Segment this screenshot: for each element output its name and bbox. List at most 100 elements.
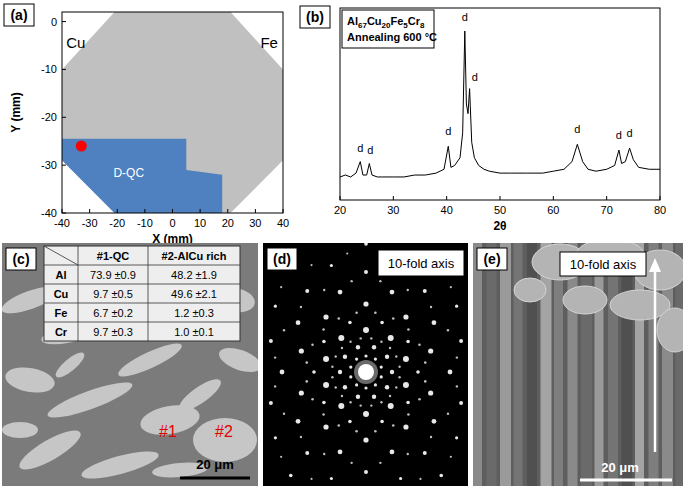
- diffraction-spot: [310, 478, 312, 480]
- title-part: Fe: [390, 15, 403, 27]
- diffraction-spot: [428, 348, 433, 353]
- x-tick: [62, 209, 63, 213]
- diffraction-spot: [455, 436, 458, 439]
- diffraction-spot: [398, 365, 400, 367]
- table-cell: 73.9 ±0.9: [90, 269, 136, 281]
- annotation: Fe: [260, 34, 278, 51]
- diffraction-spot: [423, 451, 427, 455]
- diffraction-spot: [372, 345, 376, 349]
- panel-label: (a): [4, 4, 34, 26]
- x-tick-label: -10: [137, 217, 153, 229]
- diffraction-spot: [300, 306, 302, 308]
- panel-label-text: (c): [12, 251, 29, 267]
- scale-bar: [180, 477, 250, 480]
- diffraction-spot: [364, 270, 368, 274]
- peak-label: d: [616, 129, 622, 141]
- column-stripe: [487, 243, 497, 486]
- title-part: 8: [420, 21, 425, 30]
- diffraction-spot: [330, 477, 333, 480]
- region: [62, 12, 283, 213]
- diffraction-spot: [430, 306, 432, 308]
- diffraction-spot: [305, 361, 308, 364]
- diffraction-spot: [364, 386, 367, 389]
- panel-label-box: [477, 248, 507, 270]
- diffraction-spot: [274, 436, 277, 439]
- y-tick-label: -20: [41, 111, 57, 123]
- x-tick: [660, 196, 661, 200]
- x-tick-label: 80: [654, 204, 666, 216]
- title-part: Cu: [367, 15, 382, 27]
- diffraction-spot: [274, 356, 276, 358]
- diffraction-spot: [407, 453, 409, 455]
- diffraction-spot: [283, 413, 285, 415]
- diffraction-spot: [372, 395, 376, 399]
- scatter-point: [76, 141, 87, 152]
- diffraction-spot: [299, 348, 304, 353]
- x-tick: [172, 209, 173, 213]
- diffraction-spot: [380, 365, 383, 368]
- x-tick: [340, 196, 341, 200]
- diffraction-spot: [374, 430, 377, 433]
- diffraction-spot: [338, 335, 344, 341]
- panel-label: (d): [267, 248, 297, 270]
- surface-blob: [657, 308, 683, 352]
- column-stripe: [500, 243, 511, 486]
- diffraction-spot: [374, 311, 377, 314]
- central-halo: [354, 360, 378, 384]
- diffraction-spot: [416, 370, 420, 374]
- composition-table: #1-QC#2-AlCu richAl73.9 ±0.948.2 ±1.9Cu9…: [44, 246, 240, 341]
- diffraction-spot: [379, 462, 381, 464]
- diffraction-spot: [280, 370, 285, 375]
- column-stripe: [473, 243, 482, 486]
- diffraction-spot: [418, 398, 421, 401]
- diffraction-spot: [359, 404, 361, 406]
- x-tick-label: 40: [441, 204, 453, 216]
- x-tick: [255, 209, 256, 213]
- diffraction-spot: [283, 329, 285, 331]
- table-rule: [44, 265, 240, 266]
- x-tick: [553, 196, 554, 200]
- diffraction-spot: [348, 321, 352, 325]
- peak-label: d: [462, 11, 468, 23]
- diffraction-spot: [399, 477, 402, 480]
- diffraction-spot: [296, 320, 301, 325]
- region: [62, 139, 222, 213]
- scale-bar-label: 20 μm: [196, 457, 234, 472]
- diffraction-spot: [335, 355, 337, 357]
- title-part: Al: [347, 15, 358, 27]
- region-label: D-QC: [113, 166, 144, 180]
- diffraction-spot: [346, 252, 348, 254]
- diffraction-spot: [380, 375, 383, 378]
- diffraction-spot: [455, 305, 458, 308]
- table-rule: [44, 284, 240, 285]
- diffraction-spot: [331, 365, 333, 367]
- plot-area: [340, 31, 660, 177]
- diffraction-spot: [323, 289, 325, 291]
- phase-blob: [2, 422, 38, 438]
- surface-blob: [563, 286, 607, 314]
- diffraction-spot: [364, 243, 368, 246]
- y-tick-label: -40: [41, 207, 57, 219]
- diffraction-spot: [322, 340, 326, 344]
- title-box: Al67Cu20Fe5Cr8Annealing 600 °C: [342, 10, 437, 48]
- phase-blob: [52, 349, 87, 381]
- diffraction-spot: [395, 355, 397, 357]
- diffraction-spot: [341, 347, 343, 349]
- table-cell: 9.7 ±0.3: [93, 326, 133, 338]
- peak-label: d: [574, 123, 580, 135]
- diffraction-spot: [350, 280, 352, 282]
- diffraction-spot: [349, 401, 351, 403]
- y-tick: [62, 213, 66, 214]
- column-stripe: [595, 243, 604, 486]
- diffraction-spot: [388, 335, 394, 341]
- peak-label: d: [472, 71, 478, 83]
- panel-label-box: [267, 248, 297, 270]
- diffraction-spot: [311, 398, 314, 401]
- diffraction-spot: [428, 390, 433, 395]
- x-tick-label: 0: [169, 217, 175, 229]
- xrd-line: [340, 31, 660, 177]
- diffraction-spot: [343, 385, 347, 389]
- diffraction-spot: [322, 413, 325, 416]
- x-tick-label: 30: [249, 217, 261, 229]
- diffraction-bg: [263, 243, 468, 486]
